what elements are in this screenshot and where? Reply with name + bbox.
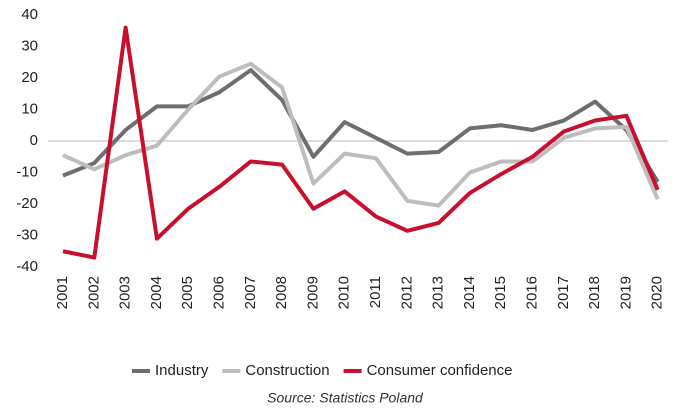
x-tick-label: 2020	[649, 276, 666, 309]
x-tick-label: 2007	[242, 276, 259, 309]
x-tick-label: 2009	[304, 276, 321, 309]
source-note: Source: Statistics Poland	[267, 390, 424, 406]
series-line	[62, 68, 660, 183]
x-tick-label: 2010	[336, 276, 353, 309]
x-tick-label: 2017	[555, 276, 572, 309]
x-tick-label: 2011	[367, 276, 384, 308]
x-tick-label: 2018	[586, 276, 603, 309]
x-tick-label: 2003	[117, 276, 134, 309]
legend-label: Construction	[245, 362, 329, 379]
x-tick-label: 2001	[54, 276, 71, 309]
x-tick-label: 2014	[461, 276, 478, 309]
x-tick-label: 2005	[179, 276, 196, 309]
x-tick-label: 2004	[148, 276, 165, 309]
x-tick-label: 2008	[273, 276, 290, 309]
x-tick-label: 2012	[398, 276, 415, 309]
y-tick-label: -20	[16, 195, 38, 212]
y-tick-label: 40	[21, 6, 38, 23]
y-tick-label: 20	[21, 69, 38, 86]
y-tick-label: 0	[30, 132, 38, 149]
legend-label: Consumer confidence	[367, 362, 513, 379]
series-line	[62, 61, 660, 208]
x-tick-label: 2015	[492, 276, 509, 309]
x-tick-label: 2002	[85, 276, 102, 309]
y-tick-label: -10	[16, 163, 38, 180]
x-tick-label: 2016	[523, 276, 540, 309]
y-tick-label: -30	[16, 226, 38, 243]
y-tick-label: -40	[16, 258, 38, 275]
legend-label: Industry	[155, 362, 209, 379]
x-tick-label: 2013	[430, 276, 447, 309]
series-line	[62, 25, 660, 260]
y-tick-label: 30	[21, 37, 38, 54]
y-tick-label: 10	[21, 100, 38, 117]
x-tick-label: 2006	[210, 276, 227, 309]
x-tick-label: 2019	[617, 276, 634, 309]
